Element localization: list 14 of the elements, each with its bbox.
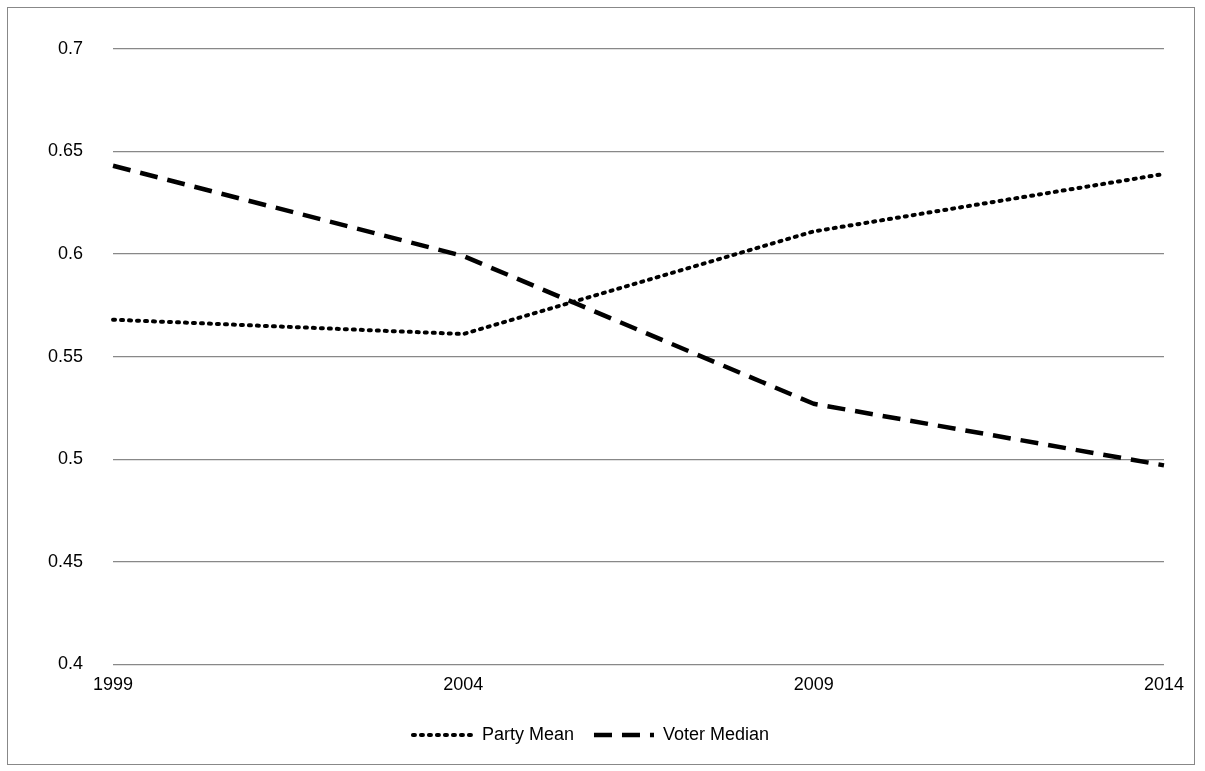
x-tick-label: 2009: [793, 674, 834, 695]
y-tick-label: 0.5: [58, 448, 84, 469]
legend-label: Voter Median: [662, 723, 770, 744]
legend-label: Party Mean: [481, 723, 574, 744]
y-tick-label: 0.7: [58, 37, 84, 58]
y-tick-label: 0.55: [47, 345, 84, 366]
x-tick-label: 2004: [443, 674, 484, 695]
y-tick-label: 0.6: [58, 242, 84, 263]
y-tick-label: 0.4: [58, 653, 84, 674]
x-tick-label: 1999: [93, 674, 134, 695]
y-tick-label: 0.45: [47, 550, 84, 571]
line-series: [110, 163, 1167, 468]
x-tick-label: 2014: [1143, 674, 1184, 695]
y-tick-label: 0.65: [47, 140, 84, 161]
